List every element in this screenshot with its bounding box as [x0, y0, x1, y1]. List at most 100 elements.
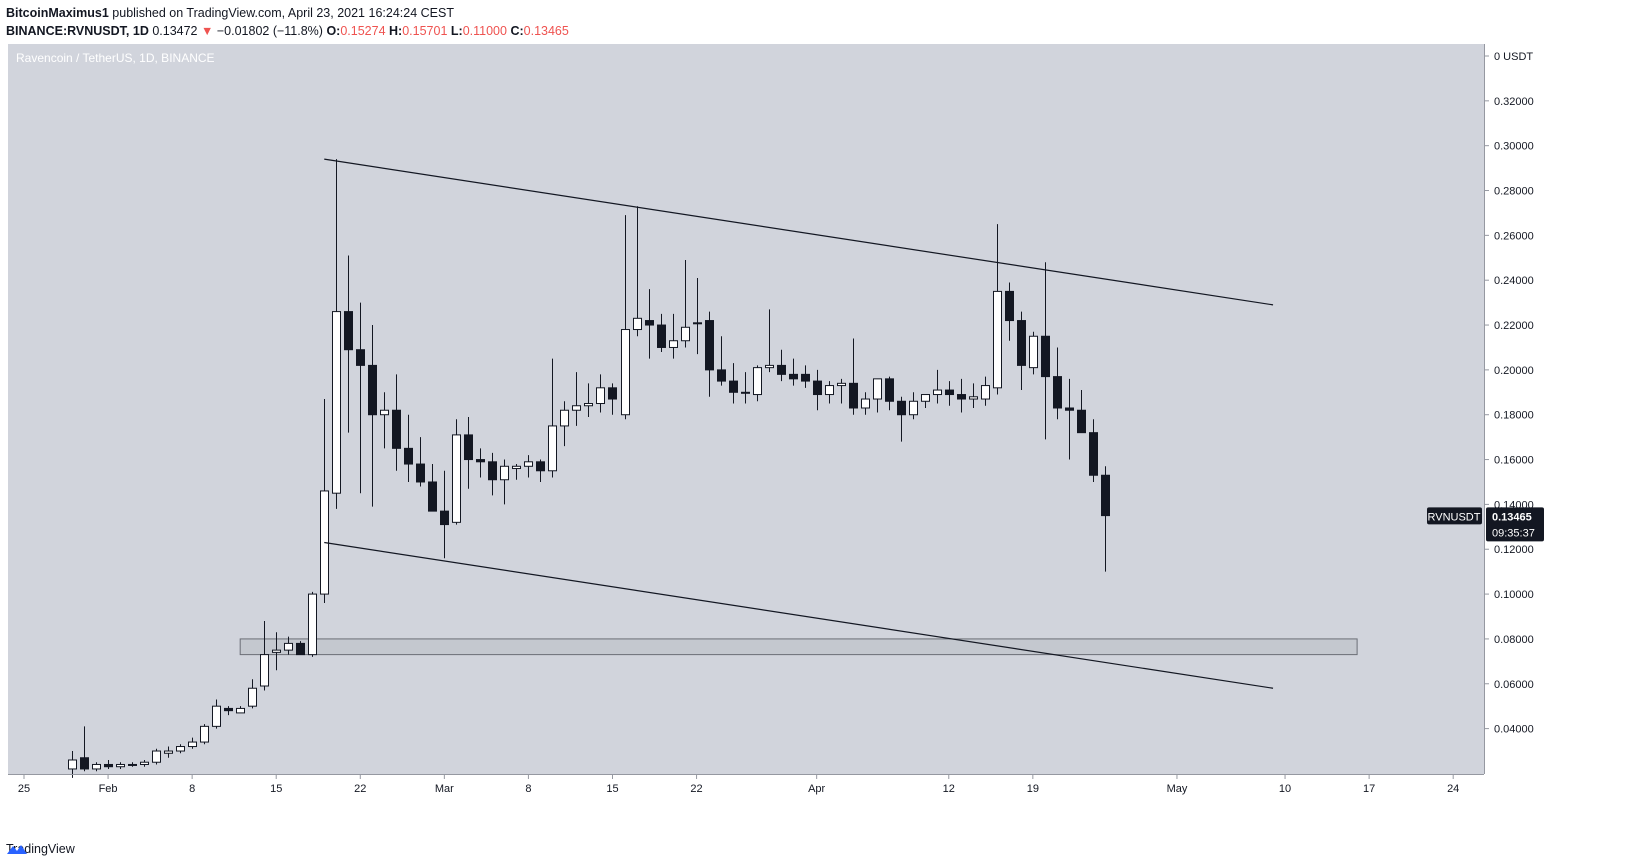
candle[interactable] [140, 759, 149, 767]
candle[interactable] [68, 751, 77, 778]
candle[interactable] [705, 311, 714, 397]
chart-container[interactable]: Ravencoin / TetherUS, 1D, BINANCE 0 USDT… [8, 44, 1627, 834]
candle[interactable] [1065, 378, 1074, 460]
candle[interactable] [957, 378, 966, 413]
candle[interactable] [873, 378, 882, 413]
candle[interactable] [717, 336, 726, 386]
candle[interactable] [608, 383, 617, 415]
candle[interactable] [933, 369, 942, 404]
candle[interactable] [621, 215, 630, 420]
candle[interactable] [176, 744, 185, 754]
candle[interactable] [897, 396, 906, 442]
candle[interactable] [536, 459, 545, 482]
candle[interactable] [548, 358, 557, 478]
candle[interactable] [753, 365, 762, 402]
candle[interactable] [188, 737, 197, 749]
candle[interactable] [945, 381, 954, 406]
candle[interactable] [729, 363, 738, 404]
candle[interactable] [741, 372, 750, 404]
candle[interactable] [308, 591, 317, 657]
candle-body [572, 405, 581, 411]
candle[interactable] [128, 762, 137, 767]
candle[interactable] [572, 372, 581, 426]
candle[interactable] [164, 746, 173, 758]
candle[interactable] [765, 309, 774, 373]
candle[interactable] [801, 365, 810, 388]
candle[interactable] [404, 414, 413, 482]
candle[interactable] [645, 289, 654, 359]
candle[interactable] [560, 401, 569, 447]
candle[interactable] [837, 378, 846, 404]
candle[interactable] [212, 699, 221, 729]
candle[interactable] [1053, 347, 1062, 420]
candle[interactable] [669, 313, 678, 359]
candle[interactable] [1017, 311, 1026, 391]
candle[interactable] [152, 748, 161, 765]
candle[interactable] [440, 470, 449, 559]
candle[interactable] [825, 381, 834, 404]
candle-body [1017, 320, 1026, 366]
candle[interactable] [993, 224, 1002, 395]
candle[interactable] [789, 358, 798, 386]
candle[interactable] [296, 641, 305, 656]
candle[interactable] [224, 706, 233, 716]
candle[interactable] [248, 679, 257, 709]
candle[interactable] [524, 455, 533, 478]
candle[interactable] [104, 759, 113, 769]
candle[interactable] [344, 255, 353, 433]
candle[interactable] [416, 437, 425, 487]
candle[interactable] [116, 762, 125, 769]
candle[interactable] [488, 452, 497, 496]
candle-body [140, 761, 149, 765]
candlestick-chart[interactable]: Ravencoin / TetherUS, 1D, BINANCE 0 USDT… [8, 44, 1627, 834]
candle[interactable] [849, 338, 858, 415]
candle[interactable] [392, 374, 401, 471]
candle[interactable] [332, 159, 341, 509]
candle-body [524, 461, 533, 467]
candle[interactable] [657, 313, 666, 352]
price-tick-label: 0.18000 [1494, 410, 1534, 422]
candle[interactable] [596, 374, 605, 413]
candle[interactable] [464, 416, 473, 489]
author-name[interactable]: BitcoinMaximus1 [6, 6, 109, 20]
candle[interactable] [584, 383, 593, 417]
candle[interactable] [380, 392, 389, 449]
candle[interactable] [1005, 282, 1014, 341]
candle[interactable] [92, 762, 101, 772]
candle[interactable] [512, 464, 521, 480]
candle[interactable] [885, 376, 894, 411]
candle[interactable] [356, 302, 365, 494]
candle[interactable] [1029, 331, 1038, 375]
support-zone[interactable] [239, 638, 1358, 656]
candle[interactable] [693, 277, 702, 355]
candle[interactable] [428, 464, 437, 512]
candle[interactable] [284, 636, 293, 655]
candle[interactable] [813, 369, 822, 411]
candle-body [164, 750, 173, 754]
candle[interactable] [777, 349, 786, 382]
candle[interactable] [633, 206, 642, 337]
candle[interactable] [861, 392, 870, 415]
candle[interactable] [236, 706, 245, 714]
candle[interactable] [969, 383, 978, 408]
candle[interactable] [452, 419, 461, 525]
candle[interactable] [272, 632, 281, 671]
plot-area[interactable] [8, 44, 1484, 774]
candle[interactable] [500, 459, 509, 505]
candle[interactable] [1089, 419, 1098, 482]
candle[interactable] [80, 726, 89, 772]
candle[interactable] [1041, 262, 1050, 440]
candle[interactable] [1101, 466, 1110, 572]
candle[interactable] [909, 392, 918, 420]
candle[interactable] [368, 325, 377, 507]
candle[interactable] [981, 376, 990, 406]
candle[interactable] [681, 260, 690, 348]
upper-resistance-trendline[interactable] [324, 158, 1274, 306]
candle[interactable] [260, 620, 269, 691]
candle[interactable] [1077, 390, 1086, 434]
candle[interactable] [921, 394, 930, 408]
candle[interactable] [200, 724, 209, 745]
lower-support-trendline[interactable] [324, 541, 1274, 689]
candle[interactable] [476, 448, 485, 478]
low-value: 0.11000 [462, 24, 507, 38]
